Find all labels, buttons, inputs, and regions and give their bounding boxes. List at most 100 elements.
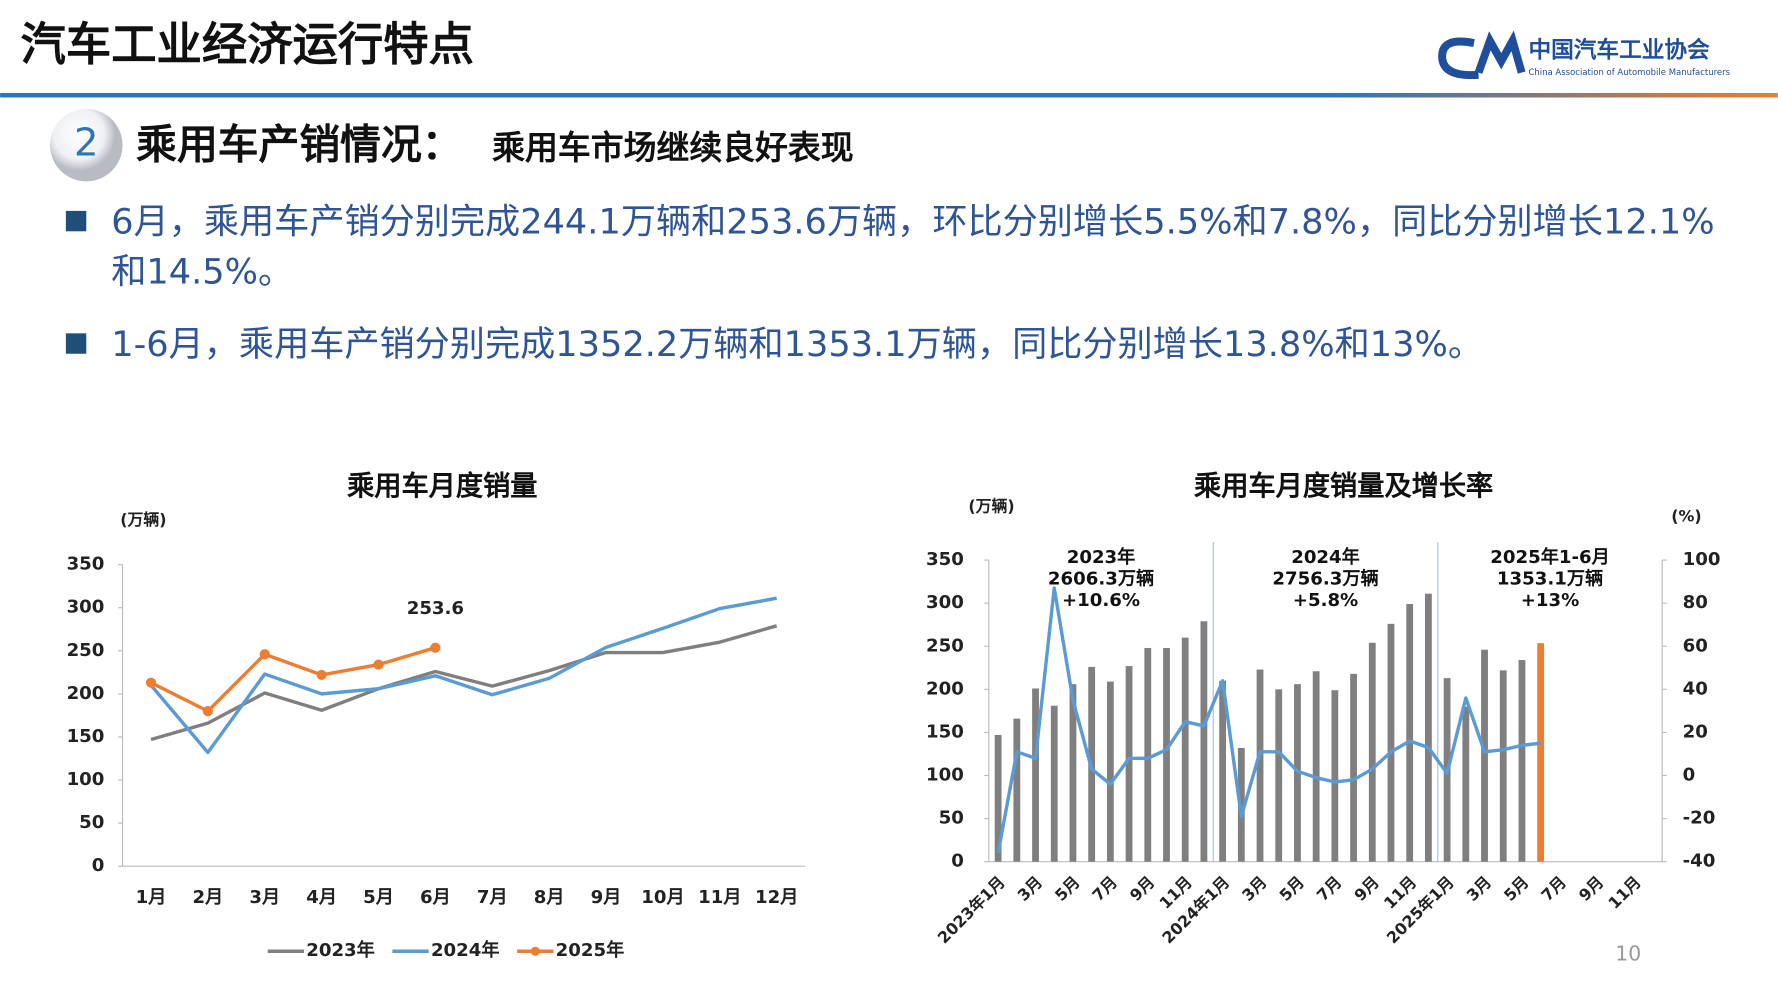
annotation: 2023年 <box>1067 546 1136 568</box>
bar <box>1275 689 1283 862</box>
annotation: 2025年1-6月 <box>1490 546 1609 568</box>
chart-title: 乘用车月度销量及增长率 <box>1194 470 1493 502</box>
annotation: 2756.3万辆 <box>1272 567 1378 589</box>
bullet-icon <box>65 333 87 354</box>
x-tick-label: 7月 <box>477 887 508 908</box>
slide-title: 汽车工业经济运行特点 <box>21 18 474 71</box>
y2-tick-label: -20 <box>1683 808 1716 829</box>
axis-label: (%) <box>1671 507 1701 526</box>
y2-tick-label: 100 <box>1683 549 1721 570</box>
annotation: 1353.1万辆 <box>1497 567 1603 589</box>
y-tick-label: 150 <box>67 726 105 747</box>
bar <box>1200 621 1208 862</box>
y2-tick-label: 0 <box>1683 765 1696 786</box>
bar <box>1331 690 1339 862</box>
y2-tick-label: -40 <box>1683 851 1716 872</box>
bar <box>1256 669 1264 862</box>
x-tick-label: 1月 <box>136 887 167 908</box>
bar <box>1032 688 1039 862</box>
data-point <box>202 706 213 717</box>
y-tick-label: 250 <box>926 635 964 656</box>
data-point <box>259 649 270 660</box>
bullet-box: 1-6月，乘用车产销分别完成1352.2万辆和1353.1万辆，同比分别增长13… <box>111 324 1484 366</box>
data-point <box>373 659 384 670</box>
y-tick-label: 350 <box>67 554 105 575</box>
annotation: 2606.3万辆 <box>1048 567 1154 589</box>
data-line <box>996 586 1541 854</box>
y-tick-label: 0 <box>951 851 964 872</box>
bar <box>1069 684 1077 862</box>
chart-title: 乘用车月度销量 <box>347 470 537 502</box>
x-tick-label: 7月 <box>1537 872 1569 904</box>
bar <box>1181 637 1189 862</box>
bar <box>1312 671 1320 862</box>
x-tick-label: 7月 <box>1313 872 1345 904</box>
x-tick-label: 2月 <box>193 887 224 908</box>
legend-label: 2024年 <box>431 939 500 961</box>
x-tick-label: 11月 <box>1604 872 1644 912</box>
bar <box>1387 623 1395 862</box>
y2-tick-label: 80 <box>1683 592 1708 613</box>
bar <box>1499 670 1507 862</box>
bar <box>1106 681 1114 862</box>
x-tick-label: 3月 <box>1238 872 1270 904</box>
bar <box>1406 604 1414 862</box>
legend-label: 2023年 <box>306 939 375 961</box>
x-tick-label: 8月 <box>534 887 565 908</box>
y-tick-label: 50 <box>79 812 104 833</box>
y-tick-label: 300 <box>926 592 964 613</box>
data-line <box>150 624 778 742</box>
bar <box>1144 647 1152 862</box>
page-number: 10 <box>1615 942 1641 966</box>
data-point <box>430 642 441 653</box>
bar <box>1125 666 1133 862</box>
x-tick-label: 9月 <box>1575 872 1607 904</box>
bar <box>1350 673 1357 862</box>
data-line <box>149 596 777 755</box>
bar <box>1462 706 1470 862</box>
annotation: 2024年 <box>1291 546 1360 568</box>
bar <box>1537 643 1545 862</box>
y-tick-label: 150 <box>926 721 964 742</box>
x-tick-label: 3月 <box>249 887 280 908</box>
logo <box>1438 30 1526 80</box>
x-tick-label: 5月 <box>363 887 394 908</box>
annotation: +5.8% <box>1293 590 1358 611</box>
section-badge <box>49 108 123 182</box>
x-tick-label: 5月 <box>1500 872 1532 904</box>
legend-label: 2025年 <box>556 939 625 961</box>
y-tick-label: 200 <box>67 683 105 704</box>
axis-label: (万辆) <box>968 496 1014 515</box>
x-tick-label: 3月 <box>1014 872 1046 904</box>
bar <box>1518 660 1526 862</box>
x-tick-label: 9月 <box>1126 872 1158 904</box>
bullet: 1-6月，乘用车产销分别完成1352.2万辆和1353.1万辆，同比分别增长13… <box>111 324 1484 366</box>
y-tick-label: 100 <box>67 769 105 790</box>
bullet-icon <box>65 210 87 232</box>
bar <box>1481 649 1488 862</box>
x-tick-label: 4月 <box>306 887 337 908</box>
y2-tick-label: 40 <box>1683 678 1708 699</box>
axis-label: (万辆) <box>120 510 166 529</box>
y-tick-label: 250 <box>67 640 105 661</box>
y-tick-label: 300 <box>67 597 105 618</box>
x-tick-label: 7月 <box>1088 872 1120 904</box>
annotation: +10.6% <box>1062 590 1140 611</box>
org-name: 中国汽车工业协会 <box>1528 37 1710 64</box>
section-number: 2 <box>74 121 99 166</box>
x-tick-label: 6月 <box>420 887 451 908</box>
y-tick-label: 100 <box>926 765 964 786</box>
bar <box>1163 647 1170 862</box>
x-tick-label: 9月 <box>591 887 622 908</box>
data-point <box>316 669 327 681</box>
section-heading: 乘用车产销情况： <box>136 120 462 168</box>
bar <box>1219 680 1227 862</box>
data-point <box>145 677 157 688</box>
bar <box>1424 593 1432 862</box>
org-name-en: China Association of Automobile Manufact… <box>1528 68 1730 78</box>
bullet-box: 6月，乘用车产销分别完成244.1万辆和253.6万辆，环比分别增长5.5%和7… <box>111 202 1714 293</box>
data-line <box>150 646 436 713</box>
x-tick-label: 2023年1月 <box>934 872 1009 947</box>
